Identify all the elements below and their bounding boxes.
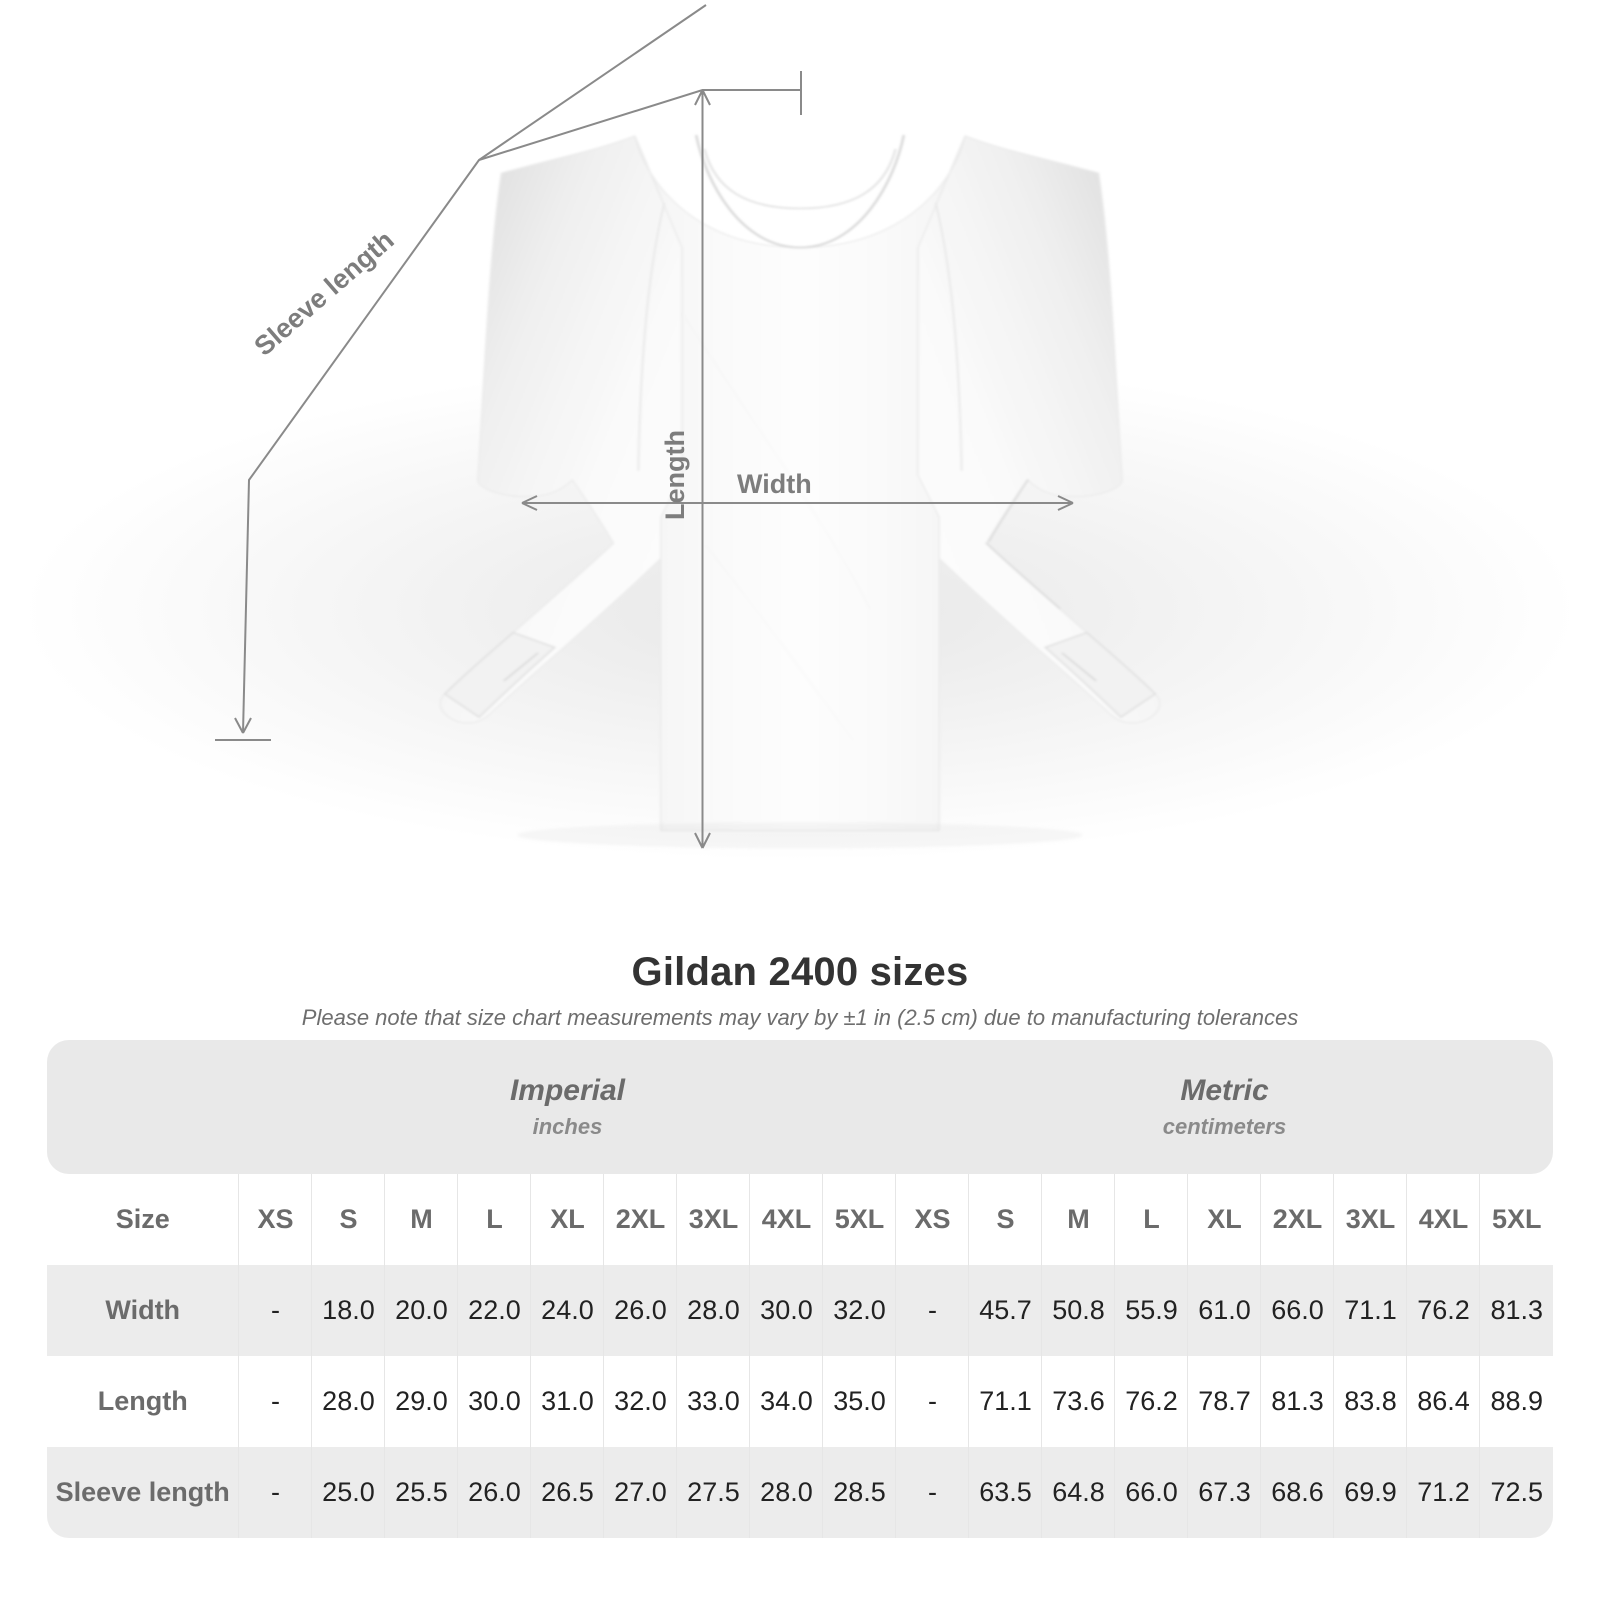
svg-text:Length: Length [660,430,690,520]
svg-text:Width: Width [737,469,812,499]
svg-text:Sleeve length: Sleeve length [249,225,400,362]
